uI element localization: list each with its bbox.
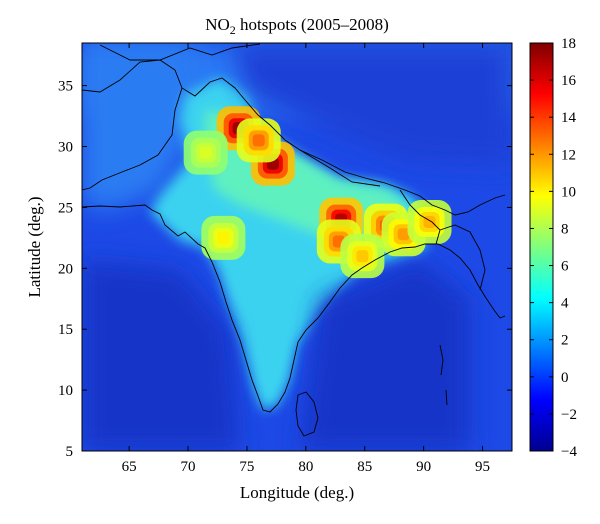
coastline-layer xyxy=(82,43,506,437)
hotspot xyxy=(236,118,281,163)
colorbar-tick-label: 6 xyxy=(561,259,569,275)
y-tick-label: 10 xyxy=(58,383,73,399)
x-tick-label: 65 xyxy=(122,459,137,475)
y-tick-label: 5 xyxy=(66,444,74,460)
colorbar-tick-label: 0 xyxy=(561,370,569,386)
colorbar-tick-label: 18 xyxy=(561,36,576,52)
hotspot xyxy=(340,234,385,279)
y-tick-label: 30 xyxy=(58,140,73,156)
chart-title: NO2 hotspots (2005–2008) xyxy=(205,15,389,37)
hotspot xyxy=(250,141,295,186)
hotspot-cell xyxy=(217,231,230,244)
hotspot-cell xyxy=(252,134,265,147)
andaman-islands xyxy=(439,344,448,406)
y-axis-title: Latitude (deg.) xyxy=(25,196,44,297)
arabian-sea xyxy=(82,260,240,451)
colorbar-tick-label: −2 xyxy=(561,407,577,423)
colorbar-tick-label: 4 xyxy=(561,296,569,312)
x-tick-label: 90 xyxy=(416,459,431,475)
colorbar-tick-label: 8 xyxy=(561,221,569,237)
hotspot xyxy=(407,200,452,245)
myanmar-border xyxy=(439,224,486,291)
colorbar xyxy=(529,42,554,452)
hotspot-cell xyxy=(356,250,369,263)
nepal-border xyxy=(299,149,381,187)
bay-of-bengal xyxy=(300,260,470,451)
map-plot-area xyxy=(82,43,512,451)
bangladesh-border xyxy=(399,189,441,245)
subcontinent-coastline xyxy=(82,204,506,413)
western-border xyxy=(82,87,183,191)
x-tick-label: 80 xyxy=(298,459,313,475)
y-tick-label: 20 xyxy=(58,261,73,277)
x-tick-label: 70 xyxy=(181,459,196,475)
hotspot-layer xyxy=(183,106,452,279)
hotspot xyxy=(183,130,228,175)
tibetan-plateau xyxy=(230,43,512,165)
northern-border xyxy=(82,59,506,216)
x-axis-title: Longitude (deg.) xyxy=(240,483,354,502)
colorbar-ticks: 18 16 14 12 10 8 6 4 2 0 −2 −4 xyxy=(530,36,577,460)
hotspot-cell xyxy=(397,228,410,241)
colorbar-tick-label: 14 xyxy=(561,110,577,126)
y-axis-ticks: 5 10 15 20 25 30 35 xyxy=(58,79,512,460)
x-tick-label: 95 xyxy=(475,459,490,475)
colorbar-tick-label: 12 xyxy=(561,147,576,163)
plot-frame xyxy=(81,42,513,452)
x-tick-label: 85 xyxy=(357,459,372,475)
colorbar-tick-label: 2 xyxy=(561,333,569,349)
sri-lanka-outline xyxy=(295,391,319,437)
hotspot xyxy=(201,215,246,260)
colorbar-tick-label: 10 xyxy=(561,184,576,200)
y-tick-label: 35 xyxy=(58,79,73,95)
colorbar-tick-label: 16 xyxy=(561,73,577,89)
y-tick-label: 25 xyxy=(58,200,73,216)
hotspot-cell xyxy=(199,146,212,159)
colorbar-tick-label: −4 xyxy=(561,444,577,460)
x-tick-label: 75 xyxy=(239,459,254,475)
y-tick-label: 15 xyxy=(58,322,73,338)
china-border xyxy=(99,43,261,61)
x-axis-ticks: 65 70 75 80 85 90 95 xyxy=(122,43,490,475)
